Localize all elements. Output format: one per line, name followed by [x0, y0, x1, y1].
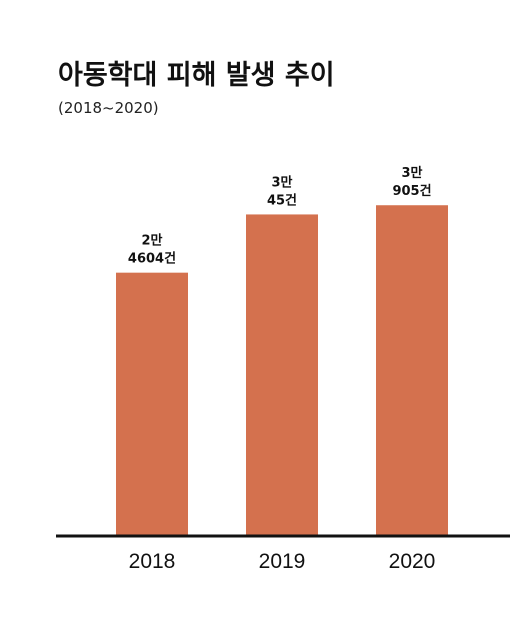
x-tick-labels-layer: 2018 2019 2020 — [129, 550, 436, 573]
bars-layer — [116, 205, 448, 536]
data-label-2020-line-2: 905건 — [392, 183, 431, 199]
chart-subtitle: (2018~2020) — [58, 99, 159, 117]
data-label-2018-line-1: 2만 — [141, 233, 162, 249]
data-label-2019-line-1: 3만 — [271, 174, 292, 190]
data-label-2019-line-2: 45건 — [267, 192, 297, 208]
bar-2018 — [116, 272, 188, 536]
bar-2019 — [246, 214, 318, 536]
x-tick-label-2018: 2018 — [129, 550, 176, 573]
data-labels-layer: 2만 4604건 3만 45건 3만 905건 — [128, 165, 432, 266]
x-tick-label-2020: 2020 — [389, 550, 436, 573]
x-tick-label-2019: 2019 — [259, 550, 306, 573]
data-label-2018-line-2: 4604건 — [128, 251, 176, 267]
bar-2020 — [376, 205, 448, 536]
chart-title: 아동학대 피해 발생 추이 — [58, 60, 335, 91]
data-label-2020-line-1: 3만 — [401, 165, 422, 181]
